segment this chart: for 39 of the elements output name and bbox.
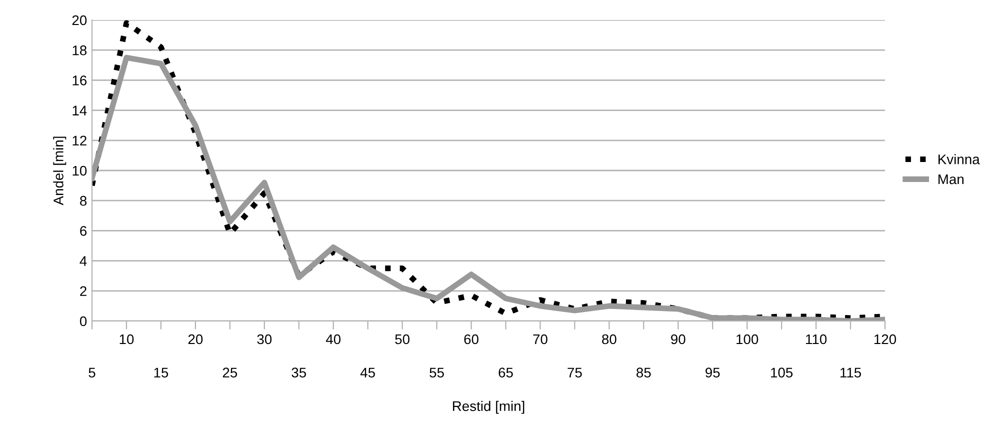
y-tick-label: 14 (72, 106, 87, 116)
x-tick-label: 85 (636, 368, 651, 378)
x-tick-label: 50 (395, 334, 410, 344)
x-tick-label: 105 (771, 368, 793, 378)
x-tick-label: 95 (706, 368, 720, 378)
x-tick-label: 70 (533, 334, 548, 344)
x-tick-label: 45 (360, 368, 375, 378)
x-tick-label: 40 (326, 334, 341, 344)
x-tick-label: 5 (88, 368, 96, 378)
x-axis-title: Restid [min] (452, 400, 524, 414)
x-tick-label: 65 (498, 368, 513, 378)
y-tick-label: 0 (80, 316, 87, 326)
x-tick-label: 100 (736, 334, 758, 344)
y-tick-label: 2 (80, 286, 86, 296)
x-tick-label: 55 (430, 368, 444, 378)
y-tick-label: 12 (72, 136, 86, 146)
x-tick-label: 120 (874, 334, 896, 344)
y-tick-label: 10 (72, 166, 87, 176)
x-tick-label: 75 (568, 368, 582, 378)
x-tick-label: 35 (292, 368, 306, 378)
x-tick-label: 10 (120, 334, 134, 344)
y-tick-label: 8 (80, 196, 87, 206)
x-tick-label: 90 (671, 334, 686, 344)
y-tick-label: 20 (72, 15, 87, 26)
y-tick-label: 4 (80, 256, 87, 266)
x-tick-label: 30 (257, 334, 272, 344)
y-tick-label: 16 (72, 76, 87, 86)
x-tick-label: 80 (602, 334, 616, 344)
x-tick-label: 60 (464, 334, 478, 344)
x-tick-label: 110 (806, 334, 827, 344)
x-tick-label: 20 (188, 334, 203, 344)
x-tick-label: 15 (154, 368, 168, 378)
x-tick-label: 115 (840, 368, 862, 378)
x-tick-label: 25 (222, 368, 238, 378)
y-tick-label: 18 (72, 45, 87, 56)
legend-label: Man (938, 174, 964, 184)
legend-label: Kvinna (938, 154, 980, 164)
y-axis-title: Andel [min] (53, 136, 66, 206)
y-tick-label: 6 (80, 226, 87, 236)
